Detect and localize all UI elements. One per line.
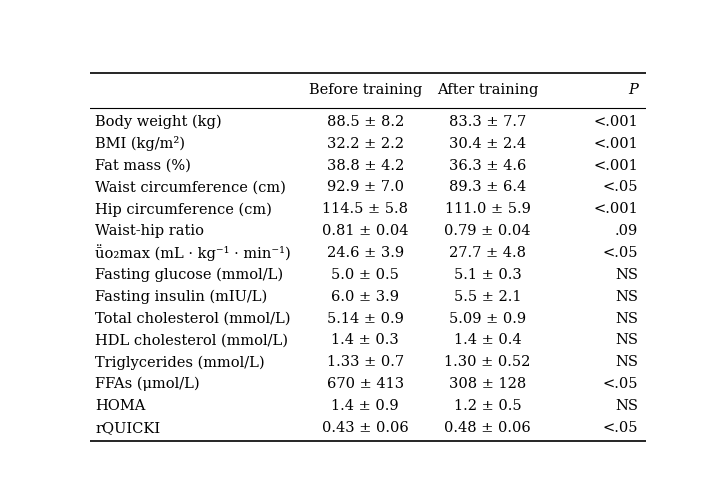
Text: <.05: <.05 [602, 377, 638, 391]
Text: After training: After training [437, 84, 538, 98]
Text: Total cholesterol (mmol/L): Total cholesterol (mmol/L) [95, 312, 291, 326]
Text: 30.4 ± 2.4: 30.4 ± 2.4 [449, 137, 526, 151]
Text: 6.0 ± 3.9: 6.0 ± 3.9 [331, 290, 399, 304]
Text: 1.2 ± 0.5: 1.2 ± 0.5 [454, 399, 521, 413]
Text: 670 ± 413: 670 ± 413 [327, 377, 404, 391]
Text: Waist-hip ratio: Waist-hip ratio [95, 224, 205, 238]
Text: NS: NS [615, 334, 638, 348]
Text: 88.5 ± 8.2: 88.5 ± 8.2 [327, 115, 404, 129]
Text: Body weight (kg): Body weight (kg) [95, 115, 222, 129]
Text: Waist circumference (cm): Waist circumference (cm) [95, 180, 286, 195]
Text: FFAs (μmol/L): FFAs (μmol/L) [95, 377, 200, 391]
Text: <.001: <.001 [593, 115, 638, 129]
Text: NS: NS [615, 268, 638, 282]
Text: .09: .09 [615, 224, 638, 238]
Text: 1.4 ± 0.3: 1.4 ± 0.3 [331, 334, 399, 348]
Text: Triglycerides (mmol/L): Triglycerides (mmol/L) [95, 355, 265, 370]
Text: <.05: <.05 [602, 421, 638, 435]
Text: 1.33 ± 0.7: 1.33 ± 0.7 [327, 356, 404, 370]
Text: 38.8 ± 4.2: 38.8 ± 4.2 [327, 159, 404, 173]
Text: 1.30 ± 0.52: 1.30 ± 0.52 [444, 356, 531, 370]
Text: 1.4 ± 0.9: 1.4 ± 0.9 [332, 399, 399, 413]
Text: Fat mass (%): Fat mass (%) [95, 159, 191, 173]
Text: 27.7 ± 4.8: 27.7 ± 4.8 [449, 246, 526, 260]
Text: 0.48 ± 0.06: 0.48 ± 0.06 [444, 421, 531, 435]
Text: 36.3 ± 4.6: 36.3 ± 4.6 [449, 159, 526, 173]
Text: 24.6 ± 3.9: 24.6 ± 3.9 [327, 246, 404, 260]
Text: 5.09 ± 0.9: 5.09 ± 0.9 [449, 312, 526, 326]
Text: 83.3 ± 7.7: 83.3 ± 7.7 [449, 115, 526, 129]
Text: P: P [628, 84, 638, 98]
Text: HOMA: HOMA [95, 399, 146, 413]
Text: 0.79 ± 0.04: 0.79 ± 0.04 [444, 224, 531, 238]
Text: <.05: <.05 [602, 246, 638, 260]
Text: <.001: <.001 [593, 159, 638, 173]
Text: ṻo₂max (mL · kg⁻¹ · min⁻¹): ṻo₂max (mL · kg⁻¹ · min⁻¹) [95, 245, 291, 261]
Text: 111.0 ± 5.9: 111.0 ± 5.9 [444, 202, 531, 216]
Text: Before training: Before training [309, 84, 421, 98]
Text: 32.2 ± 2.2: 32.2 ± 2.2 [327, 137, 404, 151]
Text: <.001: <.001 [593, 202, 638, 216]
Text: Fasting insulin (mIU/L): Fasting insulin (mIU/L) [95, 289, 268, 304]
Text: 5.0 ± 0.5: 5.0 ± 0.5 [331, 268, 399, 282]
Text: 0.81 ± 0.04: 0.81 ± 0.04 [322, 224, 409, 238]
Text: 89.3 ± 6.4: 89.3 ± 6.4 [449, 180, 526, 195]
Text: 92.9 ± 7.0: 92.9 ± 7.0 [327, 180, 404, 195]
Text: <.001: <.001 [593, 137, 638, 151]
Text: 0.43 ± 0.06: 0.43 ± 0.06 [322, 421, 409, 435]
Text: Fasting glucose (mmol/L): Fasting glucose (mmol/L) [95, 268, 284, 282]
Text: <.05: <.05 [602, 180, 638, 195]
Text: NS: NS [615, 399, 638, 413]
Text: Hip circumference (cm): Hip circumference (cm) [95, 202, 272, 217]
Text: BMI (kg/m²): BMI (kg/m²) [95, 136, 185, 151]
Text: NS: NS [615, 312, 638, 326]
Text: NS: NS [615, 290, 638, 304]
Text: HDL cholesterol (mmol/L): HDL cholesterol (mmol/L) [95, 334, 289, 348]
Text: 1.4 ± 0.4: 1.4 ± 0.4 [454, 334, 521, 348]
Text: 5.5 ± 2.1: 5.5 ± 2.1 [454, 290, 521, 304]
Text: rQUICKI: rQUICKI [95, 421, 160, 435]
Text: 5.1 ± 0.3: 5.1 ± 0.3 [454, 268, 521, 282]
Text: 114.5 ± 5.8: 114.5 ± 5.8 [322, 202, 409, 216]
Text: 5.14 ± 0.9: 5.14 ± 0.9 [327, 312, 404, 326]
Text: 308 ± 128: 308 ± 128 [449, 377, 526, 391]
Text: NS: NS [615, 356, 638, 370]
